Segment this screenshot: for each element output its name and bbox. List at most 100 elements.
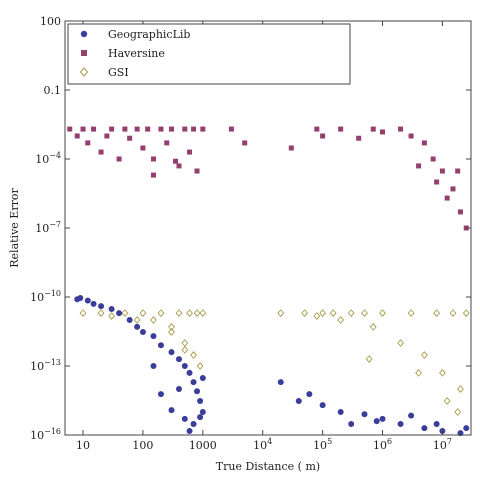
haversine-point (380, 129, 386, 135)
geographiclib-point (90, 300, 97, 307)
haversine-point (398, 126, 404, 132)
gsi-point (415, 369, 422, 377)
haversine-point (116, 156, 122, 162)
gsi-point (168, 323, 175, 331)
gsi-point (139, 309, 147, 317)
haversine-point (338, 126, 344, 132)
gsi-point (79, 309, 87, 317)
gsi-point (454, 408, 462, 416)
haversine-point (434, 179, 440, 185)
y-tick-label: 10−13 (30, 358, 61, 373)
gsi-points (79, 309, 470, 416)
gsi-point (337, 316, 345, 324)
gsi-point (361, 309, 368, 317)
haversine-point (187, 149, 193, 155)
haversine-point (134, 126, 140, 132)
gsi-point (186, 309, 193, 317)
geographiclib-point (348, 421, 355, 428)
haversine-point (173, 158, 179, 164)
geographiclib-point (361, 411, 368, 418)
legend-haversine-label: Haversine (108, 47, 165, 60)
haversine-point (67, 126, 73, 132)
gsi-point (457, 385, 464, 393)
x-axis: 10 100 1000 104 105 106 107 (76, 21, 452, 452)
haversine-point (169, 126, 175, 132)
haversine-point (122, 126, 128, 132)
y-tick-label: 100 (40, 15, 61, 28)
geographiclib-point (408, 412, 415, 419)
gsi-point (301, 309, 308, 317)
geographiclib-point (295, 398, 302, 405)
gsi-point (397, 339, 404, 347)
gsi-point (439, 369, 446, 377)
gsi-point (319, 309, 327, 317)
haversine-point (80, 126, 86, 132)
geographiclib-point (77, 295, 84, 302)
gsi-point (277, 309, 285, 317)
x-tick-label: 104 (253, 437, 272, 452)
haversine-point (421, 140, 427, 146)
geographiclib-point (134, 323, 141, 330)
haversine-point (158, 126, 164, 132)
haversine-point (109, 126, 115, 132)
geographiclib-point (181, 363, 188, 369)
haversine-point (200, 126, 206, 132)
legend-box (67, 23, 351, 85)
gsi-point (407, 309, 415, 317)
haversine-point (127, 135, 133, 141)
gsi-point (462, 309, 470, 317)
legend-geographiclib-marker (80, 30, 88, 38)
geographiclib-point (157, 391, 164, 398)
legend-geographiclib-label: GeographicLib (108, 28, 190, 41)
haversine-point (74, 133, 80, 139)
geographiclib-points (74, 295, 470, 437)
geographiclib-point (168, 349, 175, 356)
gsi-point (347, 309, 355, 317)
gsi-point (196, 362, 204, 370)
gsi-point (313, 312, 321, 320)
geographiclib-point (277, 379, 284, 386)
y-tick-label: 0.1 (44, 84, 62, 97)
haversine-point (164, 140, 170, 146)
geographiclib-point (194, 388, 201, 395)
x-tick-label: 100 (132, 439, 153, 452)
geographiclib-point (199, 375, 206, 382)
gsi-point (150, 316, 157, 324)
haversine-point (320, 133, 326, 139)
geographiclib-point (373, 418, 380, 425)
haversine-point (145, 126, 151, 132)
gsi-point (193, 309, 201, 317)
haversine-point (140, 145, 146, 151)
geographiclib-point (108, 306, 115, 313)
x-tick-label: 10 (76, 439, 90, 452)
geographiclib-point (306, 391, 313, 398)
geographiclib-point (150, 363, 157, 369)
legend-gsi-label: GSI (108, 66, 129, 79)
y-axis-title: Relative Error (8, 188, 21, 268)
gsi-point (157, 309, 165, 317)
geographiclib-point (197, 398, 204, 405)
haversine-point (444, 195, 450, 201)
haversine-point (191, 126, 197, 132)
gsi-point (443, 397, 451, 405)
haversine-point (439, 168, 445, 174)
geographiclib-point (98, 303, 105, 310)
y-tick-label: 10−7 (35, 220, 61, 235)
haversine-point (182, 126, 188, 132)
geographiclib-point (199, 409, 206, 415)
haversine-point (430, 156, 436, 162)
gsi-point (181, 346, 189, 354)
haversine-point (98, 149, 104, 155)
haversine-point (150, 156, 156, 162)
gsi-point (108, 312, 116, 320)
legend-haversine-marker (81, 50, 87, 56)
haversine-point (356, 135, 362, 141)
geographiclib-point (126, 317, 133, 323)
geographiclib-point (150, 333, 157, 340)
haversine-point (370, 126, 376, 132)
haversine-points (67, 126, 469, 231)
haversine-point (91, 126, 97, 132)
haversine-point (228, 126, 234, 132)
geographiclib-point (168, 407, 175, 414)
